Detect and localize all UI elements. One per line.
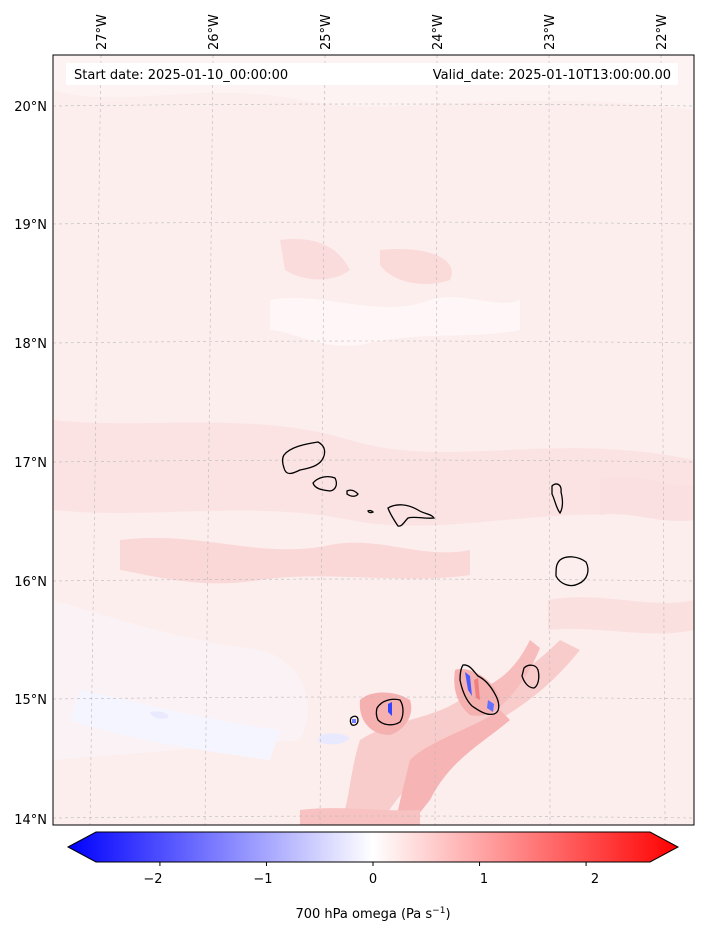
island-boa-vista xyxy=(555,556,589,587)
island-sao-nicolau xyxy=(387,504,435,527)
colorbar-tick-label: −2 xyxy=(143,872,162,887)
colorbar-tick-label: 0 xyxy=(369,872,377,887)
colorbar-tick-label: 1 xyxy=(480,872,488,887)
latitude-labels: 20°N 19°N 18°N 17°N 16°N 15°N 14°N xyxy=(14,100,47,828)
island-sal xyxy=(551,483,564,515)
valid-date-label: Valid_date: 2025-01-10T13:00:00.00 xyxy=(433,68,671,83)
lat-label: 18°N xyxy=(14,337,47,352)
island-razo xyxy=(367,509,375,514)
lat-label: 15°N xyxy=(14,693,47,708)
lat-label: 14°N xyxy=(14,813,47,828)
lat-label: 17°N xyxy=(14,456,47,471)
lon-label: 26°W xyxy=(207,14,222,50)
lat-label: 19°N xyxy=(14,218,47,233)
map-panel: Start date: 2025-01-10_00:00:00 Valid_da… xyxy=(52,54,695,826)
island-sao-vicente xyxy=(312,476,337,492)
start-date-label: Start date: 2025-01-10_00:00:00 xyxy=(74,68,288,83)
lon-label: 22°W xyxy=(655,14,670,50)
colorbar-ticks xyxy=(159,862,587,866)
omega-field xyxy=(53,55,694,825)
colorbar-gradient xyxy=(66,831,680,863)
lon-label: 23°W xyxy=(543,14,558,50)
colorbar-label: 700 hPa omega (Pa s−1) xyxy=(295,906,450,922)
island-brava xyxy=(349,715,359,726)
lat-label: 20°N xyxy=(14,100,47,115)
island-santa-luzia xyxy=(346,489,359,497)
lon-label: 25°W xyxy=(319,14,334,50)
header-box xyxy=(66,63,678,85)
island-maio xyxy=(521,664,540,689)
longitude-labels: 27°W 26°W 25°W 24°W 23°W 22°W xyxy=(95,14,670,50)
island-omega-extremes xyxy=(352,672,494,723)
island-fogo xyxy=(375,698,404,726)
colorbar-tick-label: 2 xyxy=(591,872,599,887)
coastlines xyxy=(281,441,589,726)
island-santiago xyxy=(459,664,500,716)
colorbar: −2 −1 0 1 2 700 hPa omega (Pa s−1) xyxy=(66,831,680,922)
lat-label: 16°N xyxy=(14,575,47,590)
map-frame xyxy=(52,54,695,826)
colorbar-tick-label: −1 xyxy=(253,872,272,887)
island-santo-antao xyxy=(281,441,326,475)
lon-label: 27°W xyxy=(95,14,110,50)
gridlines xyxy=(53,55,694,825)
lon-label: 24°W xyxy=(431,14,446,50)
